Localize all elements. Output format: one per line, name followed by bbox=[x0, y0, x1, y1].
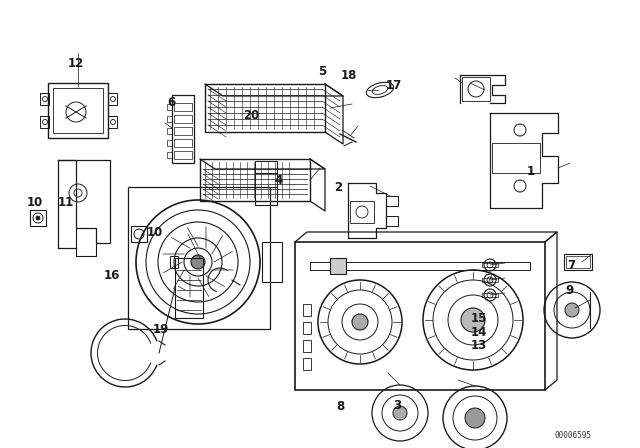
Text: 7: 7 bbox=[567, 258, 575, 272]
Circle shape bbox=[461, 308, 485, 332]
Text: 10: 10 bbox=[27, 196, 44, 209]
Text: 15: 15 bbox=[470, 312, 487, 326]
Bar bbox=[40, 116, 49, 128]
Bar bbox=[167, 104, 172, 110]
Bar bbox=[310, 262, 530, 270]
Text: 12: 12 bbox=[67, 57, 84, 70]
Text: 13: 13 bbox=[470, 339, 487, 353]
Bar bbox=[167, 152, 172, 158]
Bar bbox=[386, 216, 398, 226]
Bar bbox=[255, 161, 277, 173]
Circle shape bbox=[36, 216, 40, 220]
Text: 10: 10 bbox=[147, 225, 163, 239]
Text: 14: 14 bbox=[470, 326, 487, 339]
Text: 3: 3 bbox=[393, 399, 401, 412]
Bar bbox=[128, 187, 270, 329]
Bar bbox=[30, 210, 46, 226]
Bar bbox=[170, 256, 178, 268]
Bar bbox=[482, 293, 498, 297]
Bar bbox=[175, 258, 203, 318]
Text: 16: 16 bbox=[104, 269, 120, 282]
Text: 17: 17 bbox=[385, 78, 402, 92]
Bar bbox=[255, 173, 277, 187]
Text: 9: 9 bbox=[566, 284, 573, 297]
Text: 18: 18 bbox=[340, 69, 357, 82]
Bar bbox=[303, 358, 311, 370]
Text: 5: 5 bbox=[318, 65, 326, 78]
Bar bbox=[174, 139, 192, 147]
Bar bbox=[462, 77, 490, 101]
Bar bbox=[482, 278, 498, 282]
Bar bbox=[174, 127, 192, 135]
Bar bbox=[48, 83, 108, 138]
Text: 1: 1 bbox=[527, 164, 535, 178]
Bar bbox=[350, 201, 374, 223]
Bar bbox=[167, 140, 172, 146]
Text: 19: 19 bbox=[153, 323, 170, 336]
Circle shape bbox=[352, 314, 368, 330]
Text: 8: 8 bbox=[337, 400, 344, 414]
Bar bbox=[40, 93, 49, 105]
Text: 6: 6 bbox=[168, 95, 175, 109]
Bar bbox=[303, 322, 311, 334]
Bar bbox=[131, 226, 147, 242]
Text: 20: 20 bbox=[243, 109, 259, 122]
Circle shape bbox=[465, 408, 485, 428]
Text: 11: 11 bbox=[58, 196, 74, 209]
Bar bbox=[167, 128, 172, 134]
Bar bbox=[295, 242, 545, 390]
Bar bbox=[564, 254, 592, 270]
Bar bbox=[303, 304, 311, 316]
Bar bbox=[167, 116, 172, 122]
Text: 4: 4 bbox=[275, 173, 282, 187]
Bar bbox=[492, 143, 540, 173]
Circle shape bbox=[565, 303, 579, 317]
Text: 2: 2 bbox=[334, 181, 342, 194]
Text: 00006595: 00006595 bbox=[554, 431, 591, 440]
Bar bbox=[330, 258, 346, 274]
Circle shape bbox=[191, 255, 205, 269]
Bar bbox=[303, 340, 311, 352]
Bar bbox=[174, 115, 192, 123]
Bar bbox=[174, 103, 192, 111]
Bar bbox=[53, 88, 103, 133]
Bar bbox=[255, 187, 277, 205]
Bar bbox=[262, 242, 282, 282]
Bar bbox=[108, 116, 117, 128]
Bar bbox=[172, 95, 194, 163]
Bar bbox=[386, 196, 398, 206]
Bar bbox=[566, 256, 590, 268]
Bar bbox=[205, 84, 325, 132]
Bar bbox=[174, 151, 192, 159]
Bar bbox=[108, 93, 117, 105]
Bar bbox=[482, 263, 498, 267]
Circle shape bbox=[393, 406, 407, 420]
Bar bbox=[200, 159, 310, 201]
